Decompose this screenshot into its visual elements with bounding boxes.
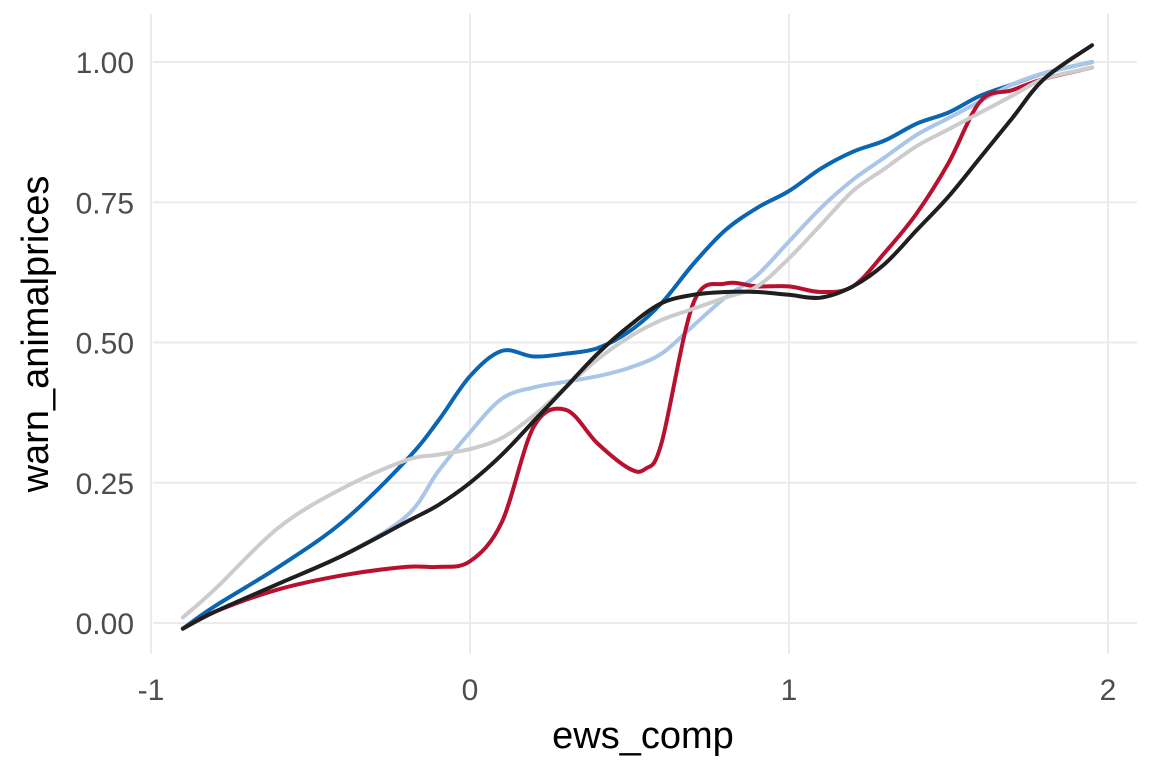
grid bbox=[150, 14, 1137, 654]
y-tick-label: 0.25 bbox=[76, 468, 134, 501]
series-line-3 bbox=[180, 65, 1094, 631]
series-line-4 bbox=[180, 65, 1094, 620]
y-tick-label: 0.00 bbox=[76, 608, 134, 641]
x-tick-label: 1 bbox=[781, 674, 798, 707]
series-line-2 bbox=[180, 60, 1094, 631]
x-tick-label: -1 bbox=[138, 674, 165, 707]
x-axis-title: ews_comp bbox=[552, 715, 734, 757]
series-line-1 bbox=[180, 60, 1094, 631]
y-tick-label: 1.00 bbox=[76, 47, 134, 80]
x-axis-ticks: -1 0 1 2 bbox=[138, 674, 1117, 707]
y-axis-ticks: 0.00 0.25 0.50 0.75 1.00 bbox=[76, 47, 134, 641]
y-axis-title: warn_animalprices bbox=[15, 176, 57, 494]
y-tick-label: 0.50 bbox=[76, 328, 134, 361]
x-tick-label: 0 bbox=[462, 674, 479, 707]
series-group bbox=[180, 43, 1094, 631]
series-line-5 bbox=[180, 43, 1094, 631]
y-tick-label: 0.75 bbox=[76, 187, 134, 220]
x-tick-label: 2 bbox=[1100, 674, 1117, 707]
